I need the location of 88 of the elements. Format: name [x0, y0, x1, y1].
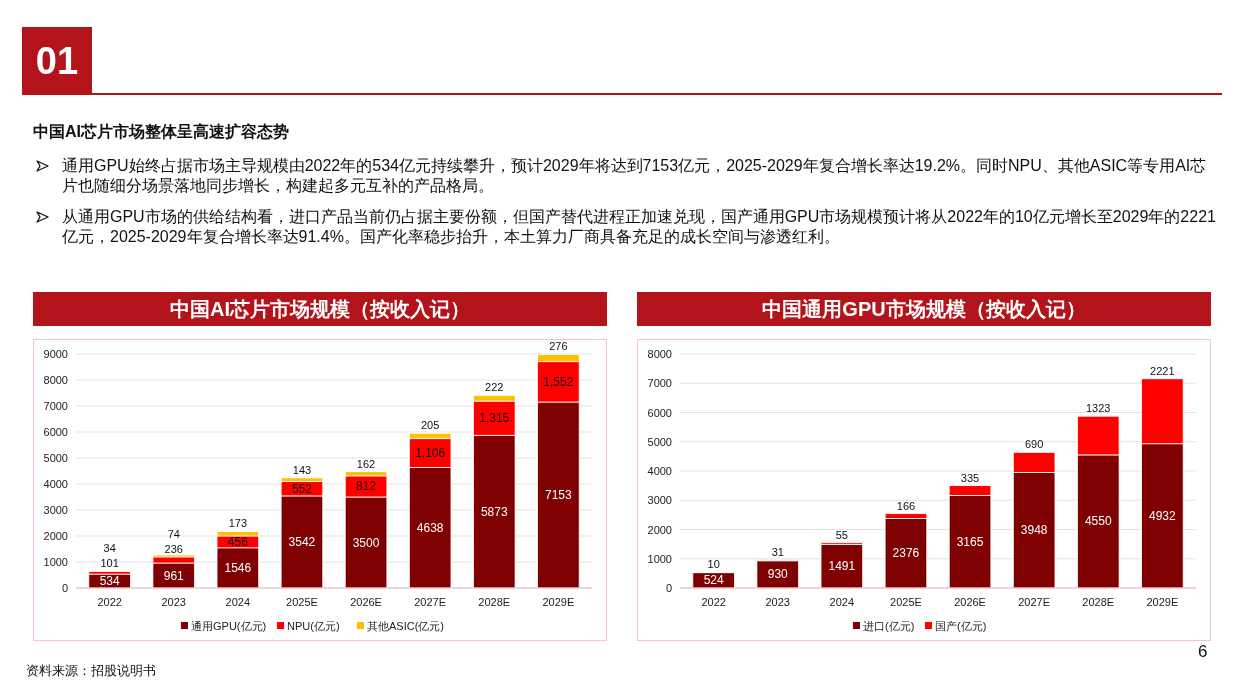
- y-tick-label: 7000: [647, 377, 672, 390]
- data-label: 1323: [1086, 402, 1111, 415]
- data-label: 143: [292, 463, 312, 476]
- data-label: 2376: [892, 546, 920, 561]
- y-tick-label: 0: [61, 582, 68, 594]
- text: 资料来源：招股说明书: [26, 662, 156, 680]
- x-tick-label: 2027E: [414, 596, 447, 608]
- text: 6: [1198, 642, 1208, 662]
- x-tick-label: 2022: [97, 596, 122, 608]
- data-label: 4638: [416, 520, 444, 535]
- text: 中国AI芯片市场整体呈高速扩容态势: [33, 122, 289, 142]
- y-tick-label: 6000: [43, 426, 68, 438]
- chart-title: 中国AI芯片市场规模（按收入记）: [33, 292, 607, 326]
- y-tick-label: 7000: [43, 400, 68, 412]
- data-label: 930: [767, 567, 789, 582]
- data-label: 552: [291, 481, 313, 496]
- data-label: 34: [103, 542, 116, 555]
- data-label: 236: [164, 542, 183, 555]
- data-label: 5873: [480, 504, 508, 519]
- data-label: 31: [771, 545, 784, 558]
- y-tick-label: 4000: [43, 478, 68, 490]
- data-label: 3500: [352, 535, 380, 550]
- data-label: 2221: [1150, 364, 1175, 377]
- y-tick-label: 5000: [647, 435, 672, 448]
- x-tick-label: 2029E: [542, 596, 575, 608]
- legend-label: 国产(亿元): [935, 620, 987, 632]
- x-tick-label: 2029E: [1146, 596, 1179, 608]
- data-label: 335: [960, 471, 980, 484]
- data-label: 456: [227, 534, 249, 549]
- data-label: 3542: [288, 534, 316, 549]
- data-label: 74: [167, 527, 180, 540]
- x-tick-label: 2026E: [350, 596, 382, 608]
- data-label: 166: [896, 499, 916, 512]
- data-label: 276: [549, 340, 568, 353]
- y-tick-label: 0: [665, 582, 672, 594]
- x-tick-label: 2025E: [890, 596, 922, 608]
- data-label: 4550: [1084, 514, 1112, 529]
- legend-label: NPU(亿元): [287, 620, 340, 632]
- legend-label: 通用GPU(亿元): [191, 620, 267, 632]
- x-tick-label: 2025E: [286, 596, 318, 608]
- x-tick-label: 2024: [225, 596, 251, 608]
- text: 从通用GPU市场的供给结构看，进口产品当前仍占据主要份额，但国产替代进程正加速兑现，国产通用GPU市场规模预计将从2022年的10亿元增长至2029年的2221亿元，2025-2029年复合增长率达91.4%。国产化率稳步抬升，本土算力厂商具备充足的成长空间与渗透红利。: [62, 207, 1217, 247]
- y-tick-label: 3000: [647, 494, 672, 507]
- data-label: 534: [99, 574, 120, 589]
- x-tick-label: 2026E: [954, 596, 986, 608]
- x-tick-label: 2023: [161, 596, 186, 608]
- data-label: 961: [163, 568, 185, 583]
- data-label: 7153: [545, 488, 573, 503]
- data-label: 10: [707, 558, 720, 571]
- data-label: 162: [356, 457, 376, 470]
- x-tick-label: 2028E: [1082, 596, 1115, 608]
- y-tick-label: 2000: [43, 530, 68, 542]
- legend-label: 进口(亿元): [863, 620, 915, 632]
- x-tick-label: 2027E: [1018, 596, 1051, 608]
- data-label: 690: [1024, 438, 1044, 451]
- y-tick-label: 9000: [43, 348, 68, 360]
- y-tick-label: 1000: [647, 552, 672, 565]
- text: 通用GPU始终占据市场主导规模由2022年的534亿元持续攀升，预计2029年将达到7153亿元，2025-2029年复合增长率达19.2%。同时NPU、其他ASIC等专用AI芯片也随细分场景落地同步增长，构建起多元互补的产品格局。: [62, 156, 1208, 196]
- y-tick-label: 6000: [647, 406, 672, 419]
- y-tick-label: 2000: [647, 523, 672, 536]
- chart-title: 中国通用GPU市场规模（按收入记）: [637, 292, 1211, 326]
- data-label: 524: [703, 573, 724, 588]
- legend-label: 其他ASIC(亿元): [367, 620, 444, 632]
- y-tick-label: 1000: [43, 556, 68, 568]
- data-label: 55: [835, 528, 848, 541]
- data-label: 222: [485, 381, 504, 394]
- data-label: 3948: [1020, 523, 1048, 538]
- data-label: 812: [356, 479, 377, 494]
- data-label: 4932: [1149, 508, 1177, 523]
- data-label: 3165: [956, 534, 984, 549]
- x-tick-label: 2028E: [478, 596, 511, 608]
- x-tick-label: 2024: [829, 596, 855, 608]
- x-tick-label: 2023: [765, 596, 790, 608]
- y-tick-label: 5000: [43, 452, 68, 464]
- y-tick-label: 3000: [43, 504, 68, 516]
- data-label: 1,315: [479, 411, 510, 426]
- data-label: 1546: [224, 560, 252, 575]
- y-tick-label: 8000: [647, 348, 672, 360]
- x-tick-label: 2022: [701, 596, 726, 608]
- y-tick-label: 4000: [647, 465, 672, 477]
- y-tick-label: 8000: [43, 374, 68, 386]
- data-label: 173: [228, 517, 248, 530]
- data-label: 1,106: [415, 446, 446, 461]
- data-label: 1,552: [543, 374, 574, 389]
- badge: 01: [22, 27, 92, 95]
- data-label: 205: [420, 419, 440, 432]
- data-label: 101: [100, 557, 119, 570]
- data-label: 1491: [828, 559, 856, 574]
